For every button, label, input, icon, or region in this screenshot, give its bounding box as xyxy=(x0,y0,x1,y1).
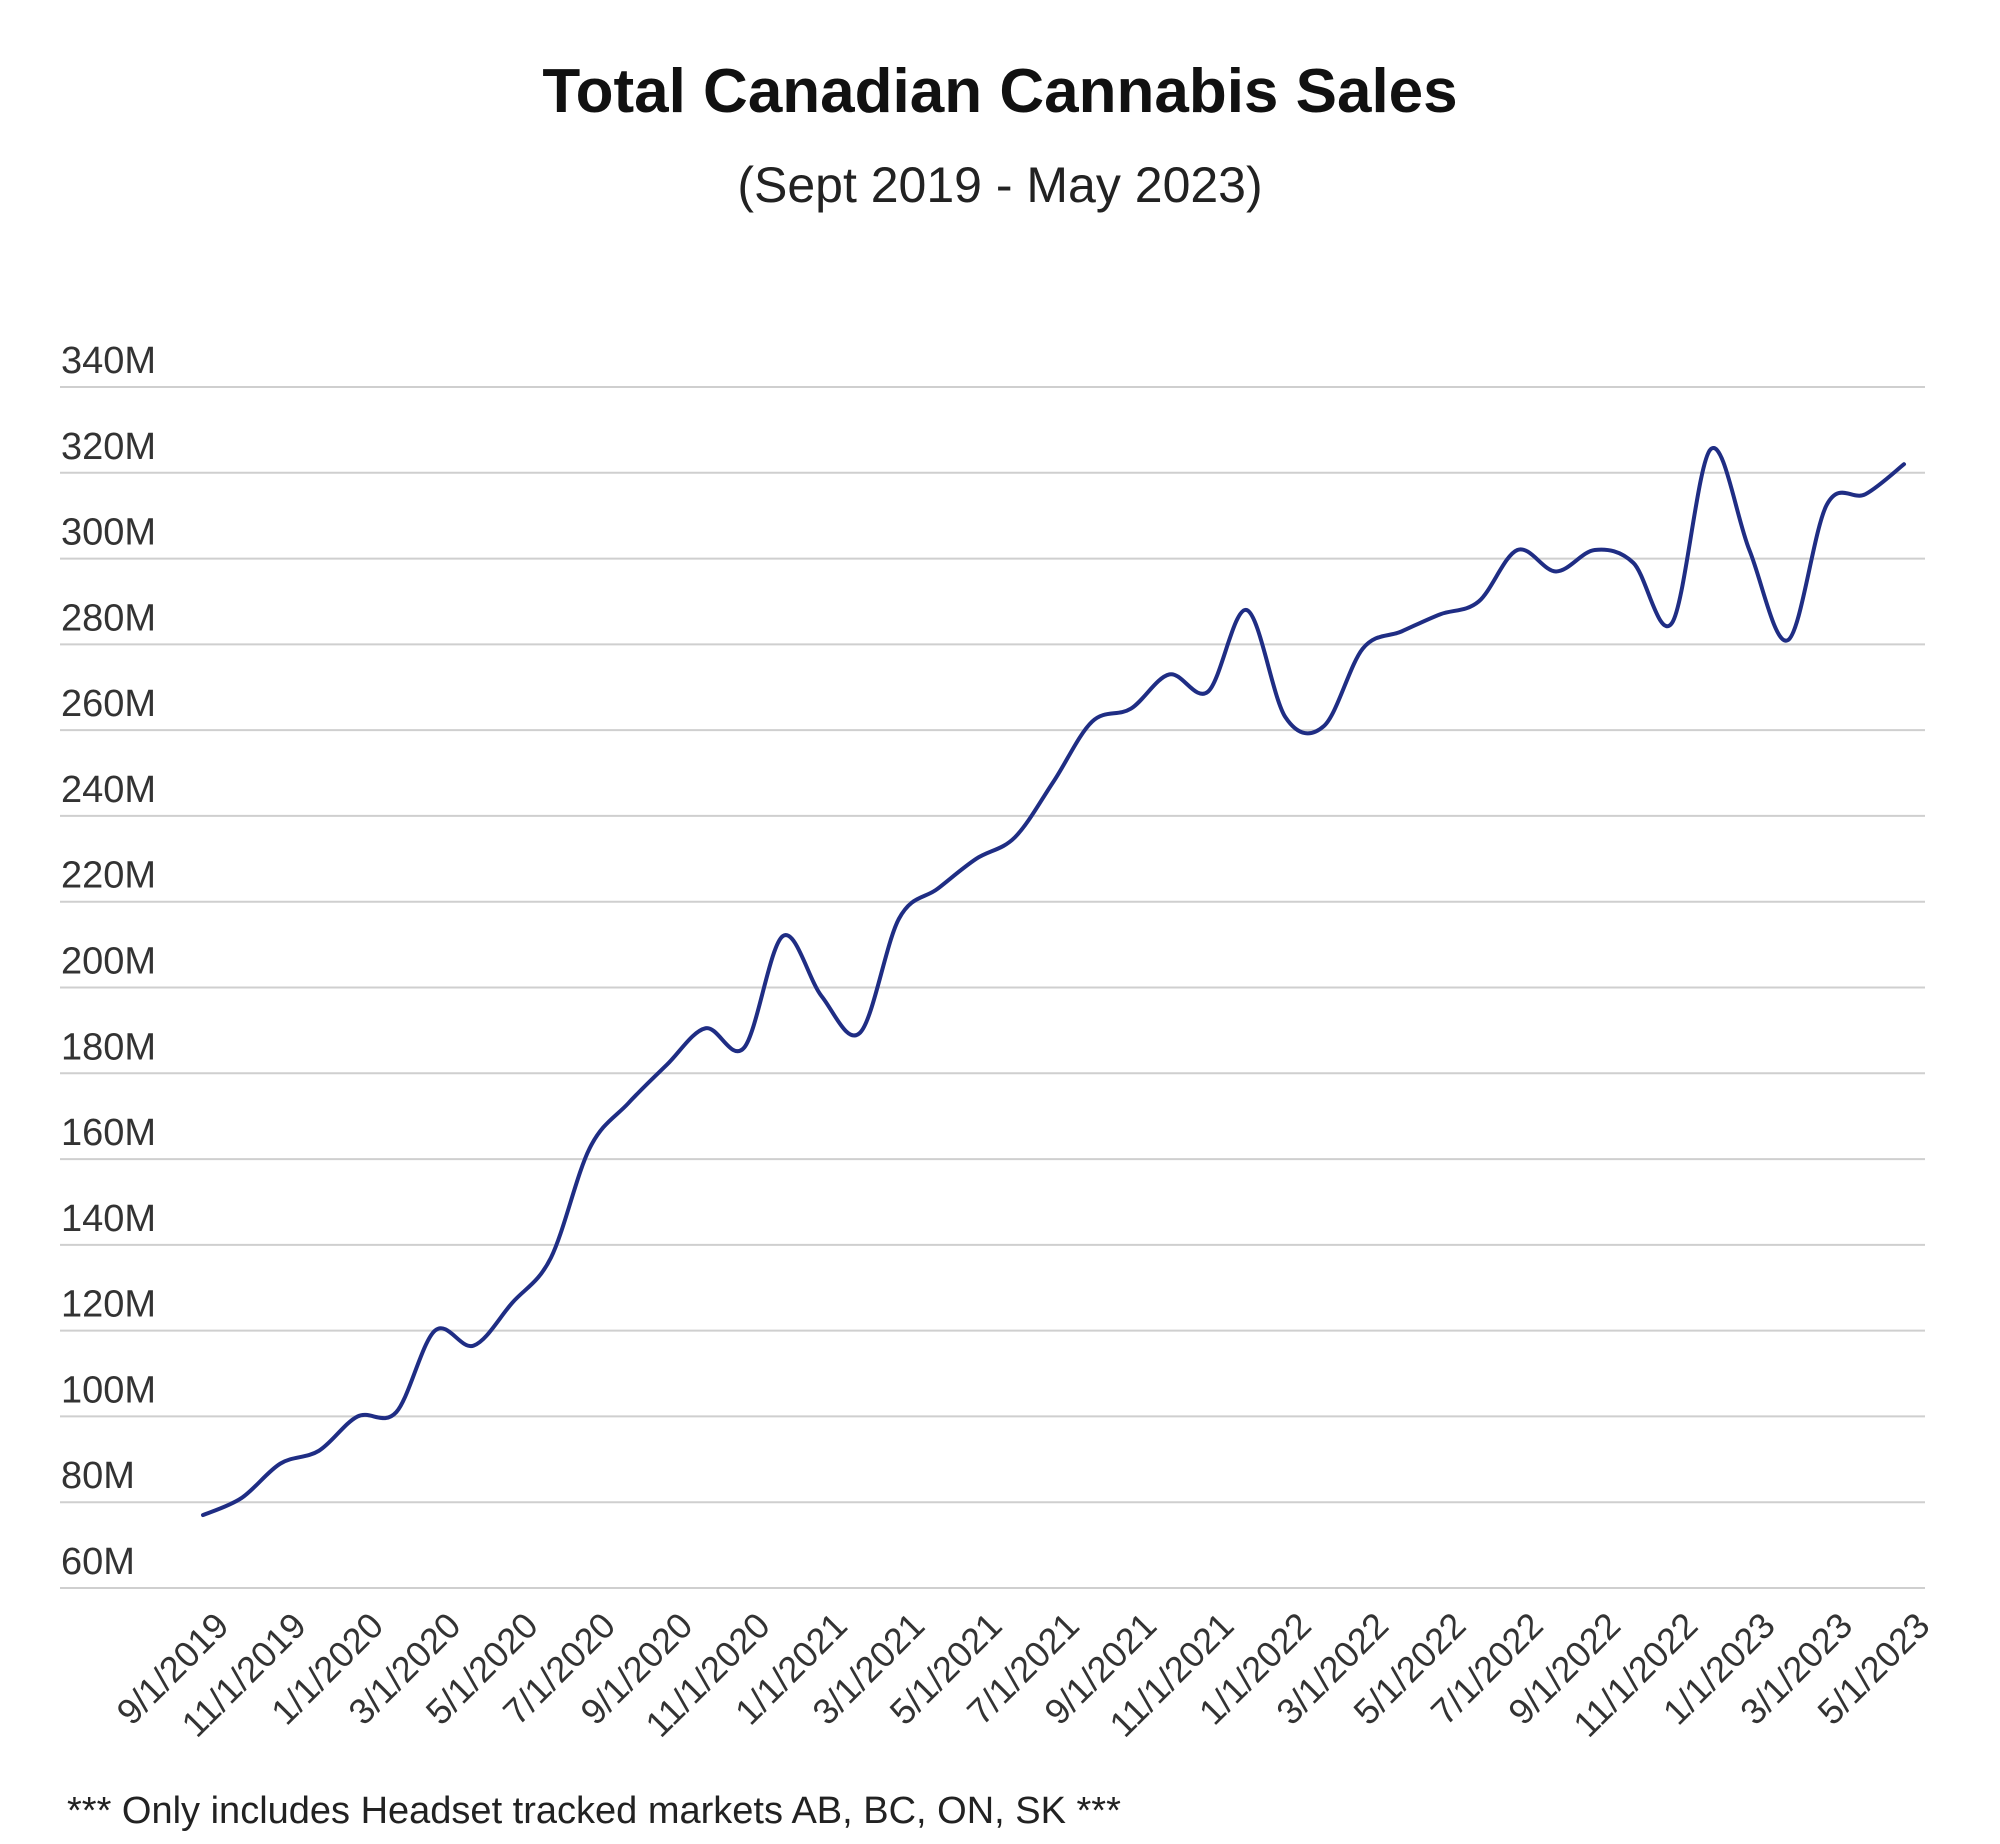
y-tick-label: 120M xyxy=(61,1284,156,1326)
y-tick-label: 200M xyxy=(61,941,156,983)
y-tick-label: 280M xyxy=(61,597,156,639)
y-tick-label: 240M xyxy=(61,769,156,811)
y-tick-label: 340M xyxy=(61,340,156,382)
y-tick-label: 180M xyxy=(61,1026,156,1068)
y-tick-label: 320M xyxy=(61,426,156,468)
chart-footnote: *** Only includes Headset tracked market… xyxy=(67,1790,1121,1832)
y-tick-label: 80M xyxy=(61,1455,135,1497)
y-tick-label: 220M xyxy=(61,855,156,897)
y-tick-label: 260M xyxy=(61,683,156,725)
y-tick-label: 100M xyxy=(61,1369,156,1411)
chart-title: Total Canadian Cannabis Sales xyxy=(542,57,1458,126)
chart-subtitle: (Sept 2019 - May 2023) xyxy=(737,157,1263,213)
sales-line xyxy=(201,446,1906,1518)
y-tick-label: 140M xyxy=(61,1198,156,1240)
y-tick-label: 160M xyxy=(61,1112,156,1154)
y-tick-label: 300M xyxy=(61,512,156,554)
y-tick-label: 60M xyxy=(61,1541,135,1583)
